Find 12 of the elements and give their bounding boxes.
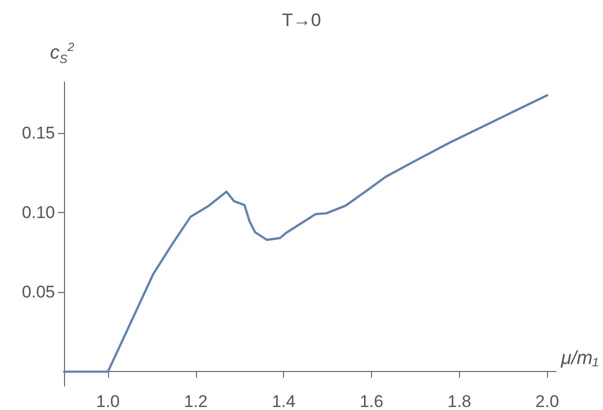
chart-title: T→0 [282,10,322,30]
x-tick-label: 2.0 [535,392,560,410]
x-tick-label: 1.6 [360,392,384,410]
x-tick-label: 1.2 [184,392,208,410]
line-series [62,94,548,373]
y-tick-label: 0.15 [22,123,55,142]
x-tick-label: 1.4 [272,392,296,410]
x-axis-title: μ/m₁ [561,348,599,370]
y-tick-label: 0.05 [22,282,55,302]
x-tick-label: 1.0 [96,392,120,410]
y-tick-label: 0.10 [22,203,55,222]
x-tick-label: 1.8 [448,392,472,410]
